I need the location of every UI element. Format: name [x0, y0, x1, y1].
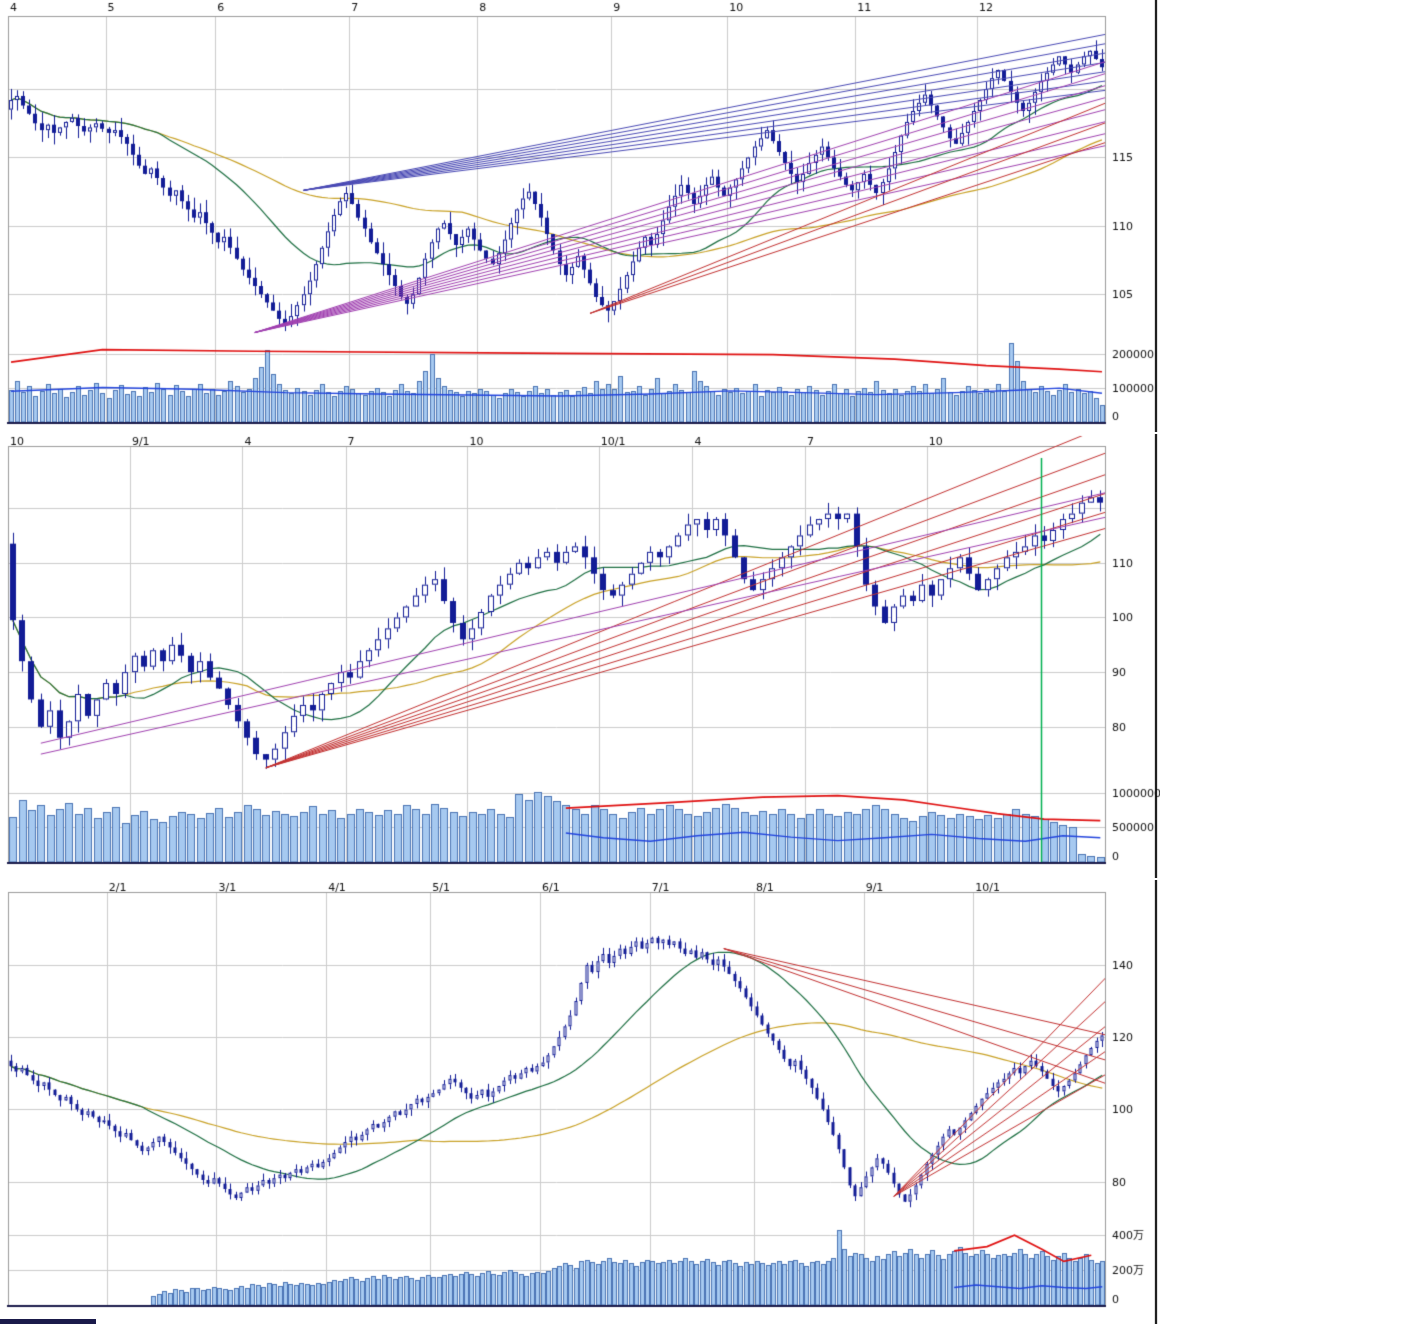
daily-candlestick-chart-canvas[interactable] [0, 0, 1160, 432]
daily-chart-panel [0, 0, 1160, 432]
weekly-chart-panel [0, 434, 1160, 878]
weekly-candlestick-chart-canvas[interactable] [0, 434, 1160, 878]
second-daily-chart-panel [0, 880, 1160, 1324]
bottom-edge-bar [0, 1319, 96, 1324]
second-daily-candlestick-chart-canvas[interactable] [0, 880, 1160, 1324]
